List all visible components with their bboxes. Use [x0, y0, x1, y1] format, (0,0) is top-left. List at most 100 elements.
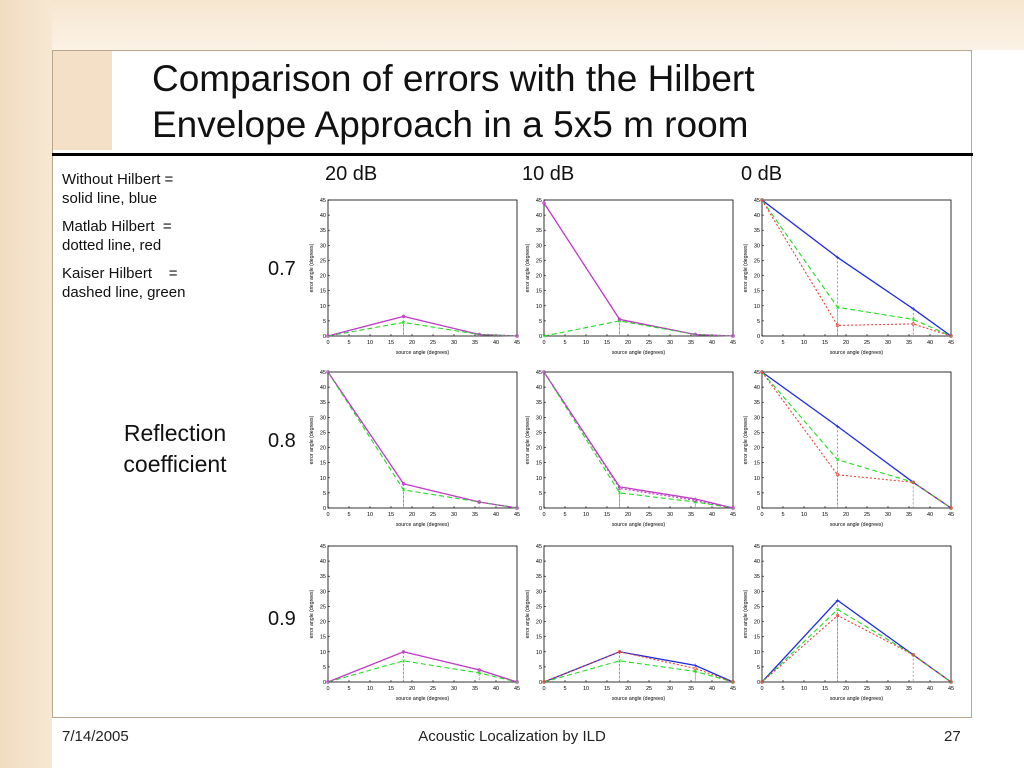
y-tick-label: 15: [754, 635, 760, 641]
series-line-matlab-hilbert: [543, 202, 734, 337]
x-tick-label: 0: [326, 686, 329, 692]
y-tick-label: 20: [536, 446, 542, 452]
y-tick-label: 5: [323, 491, 326, 497]
x-tick-label: 20: [409, 340, 415, 346]
data-point-matlab-hilbert: [326, 370, 330, 374]
x-tick-label: 35: [688, 686, 694, 692]
series-line-matlab-hilbert: [327, 651, 518, 683]
x-tick-label: 30: [451, 340, 457, 346]
y-tick-label: 10: [320, 476, 326, 482]
y-axis-label: error angle (degrees): [743, 589, 749, 638]
y-tick-label: 0: [757, 506, 760, 512]
y-tick-label: 25: [754, 604, 760, 610]
y-axis-label: error angle (degrees): [743, 243, 749, 292]
data-point-matlab-hilbert: [477, 668, 481, 672]
x-tick-label: 45: [730, 512, 736, 518]
data-point-matlab-hilbert: [617, 486, 622, 491]
y-tick-label: 15: [320, 461, 326, 467]
x-tick-label: 10: [801, 686, 807, 692]
x-tick-label: 20: [843, 686, 849, 692]
data-point-kaiser-hilbert: [401, 320, 406, 325]
x-tick-label: 30: [885, 686, 891, 692]
data-point-matlab-hilbert: [911, 480, 915, 485]
series-line-kaiser-hilbert: [543, 320, 734, 337]
y-tick-label: 15: [536, 289, 542, 295]
y-tick-label: 15: [320, 635, 326, 641]
y-tick-label: 35: [320, 228, 326, 234]
y-tick-label: 25: [536, 604, 542, 610]
data-point-matlab-hilbert: [515, 680, 519, 684]
y-tick-label: 30: [536, 415, 542, 421]
y-tick-label: 30: [320, 243, 326, 249]
data-point-matlab-hilbert: [949, 334, 953, 338]
x-tick-label: 40: [709, 512, 715, 518]
x-tick-label: 5: [781, 512, 784, 518]
data-point-matlab-hilbert: [542, 370, 546, 374]
data-point-matlab-hilbert: [760, 370, 764, 374]
x-tick-label: 15: [388, 512, 394, 518]
row-header-0-9: 0.9: [268, 608, 296, 630]
plot-r0-c2: 0 5 10 15 20 25 30 35 40 45 0 5 10 15 20 25 30 35 40 45 sour…: [743, 198, 954, 356]
y-tick-label: 10: [536, 304, 542, 310]
x-tick-label: 40: [709, 686, 715, 692]
plot-area: [327, 371, 518, 509]
y-tick-label: 30: [320, 415, 326, 421]
x-tick-label: 15: [822, 512, 828, 518]
plot-r0-c1: 0 5 10 15 20 25 30 35 40 45 0 5 10 15 20 25 30 35 40 45 sour…: [525, 198, 736, 356]
footer-title: Acoustic Localization by ILD: [418, 728, 606, 745]
x-tick-label: 5: [781, 686, 784, 692]
x-tick-label: 20: [409, 686, 415, 692]
y-tick-label: 25: [536, 430, 542, 436]
plot-r2-c0: 0 5 10 15 20 25 30 35 40 45 0 5 10 15 20 25 30 35 40 45 sour…: [309, 544, 520, 702]
x-tick-label: 10: [583, 340, 589, 346]
x-tick-label: 45: [948, 512, 954, 518]
x-tick-label: 30: [667, 340, 673, 346]
data-point-matlab-hilbert: [949, 680, 953, 684]
data-point-kaiser-hilbert: [617, 659, 622, 663]
series-line-kaiser-hilbert: [543, 371, 734, 509]
data-point-kaiser-hilbert: [617, 491, 622, 495]
y-tick-label: 20: [536, 620, 542, 626]
x-tick-label: 40: [493, 340, 499, 346]
series-line-without-hilbert: [761, 199, 952, 337]
plot-area: [543, 371, 734, 509]
x-tick-label: 25: [646, 512, 652, 518]
x-tick-label: 30: [451, 512, 457, 518]
y-axis-label: error angle (degrees): [525, 243, 531, 292]
x-tick-label: 30: [667, 512, 673, 518]
y-tick-label: 10: [536, 650, 542, 656]
series-line-matlab-hilbert: [543, 651, 734, 683]
y-tick-label: 5: [323, 665, 326, 671]
data-point-without-hilbert: [911, 307, 915, 311]
slide-title-line1: Comparison of errors with the Hilbert: [152, 58, 755, 99]
y-tick-label: 0: [323, 334, 326, 340]
x-axis-label: source angle (degrees): [830, 522, 884, 528]
y-tick-label: 40: [754, 385, 760, 391]
y-tick-label: 20: [320, 274, 326, 280]
x-tick-label: 45: [514, 686, 520, 692]
plot-r1-c2: 0 5 10 15 20 25 30 35 40 45 0 5 10 15 20 25 30 35 40 45 sour…: [743, 370, 954, 528]
x-tick-label: 35: [688, 512, 694, 518]
y-tick-label: 0: [539, 680, 542, 686]
series-line-kaiser-hilbert: [761, 371, 952, 509]
y-axis-label: error angle (degrees): [525, 589, 531, 638]
y-tick-label: 30: [536, 243, 542, 249]
x-tick-label: 15: [822, 686, 828, 692]
x-tick-label: 25: [430, 512, 436, 518]
y-tick-label: 10: [536, 476, 542, 482]
x-tick-label: 30: [451, 686, 457, 692]
x-tick-label: 5: [781, 340, 784, 346]
y-tick-label: 20: [754, 620, 760, 626]
plot-area: [327, 199, 518, 337]
x-tick-label: 25: [864, 686, 870, 692]
y-tick-label: 0: [757, 334, 760, 340]
x-tick-label: 40: [927, 512, 933, 518]
x-axis-label: source angle (degrees): [830, 350, 884, 356]
reflection-coefficient-line1: Reflection: [123, 420, 227, 446]
x-axis-label: source angle (degrees): [396, 522, 450, 528]
title-divider: [52, 153, 973, 156]
line-style-legend: Without Hilbert = solid line, blue Matla…: [62, 170, 252, 311]
data-point-kaiser-hilbert: [401, 488, 406, 492]
x-axis-label: source angle (degrees): [612, 522, 666, 528]
x-tick-label: 15: [822, 340, 828, 346]
